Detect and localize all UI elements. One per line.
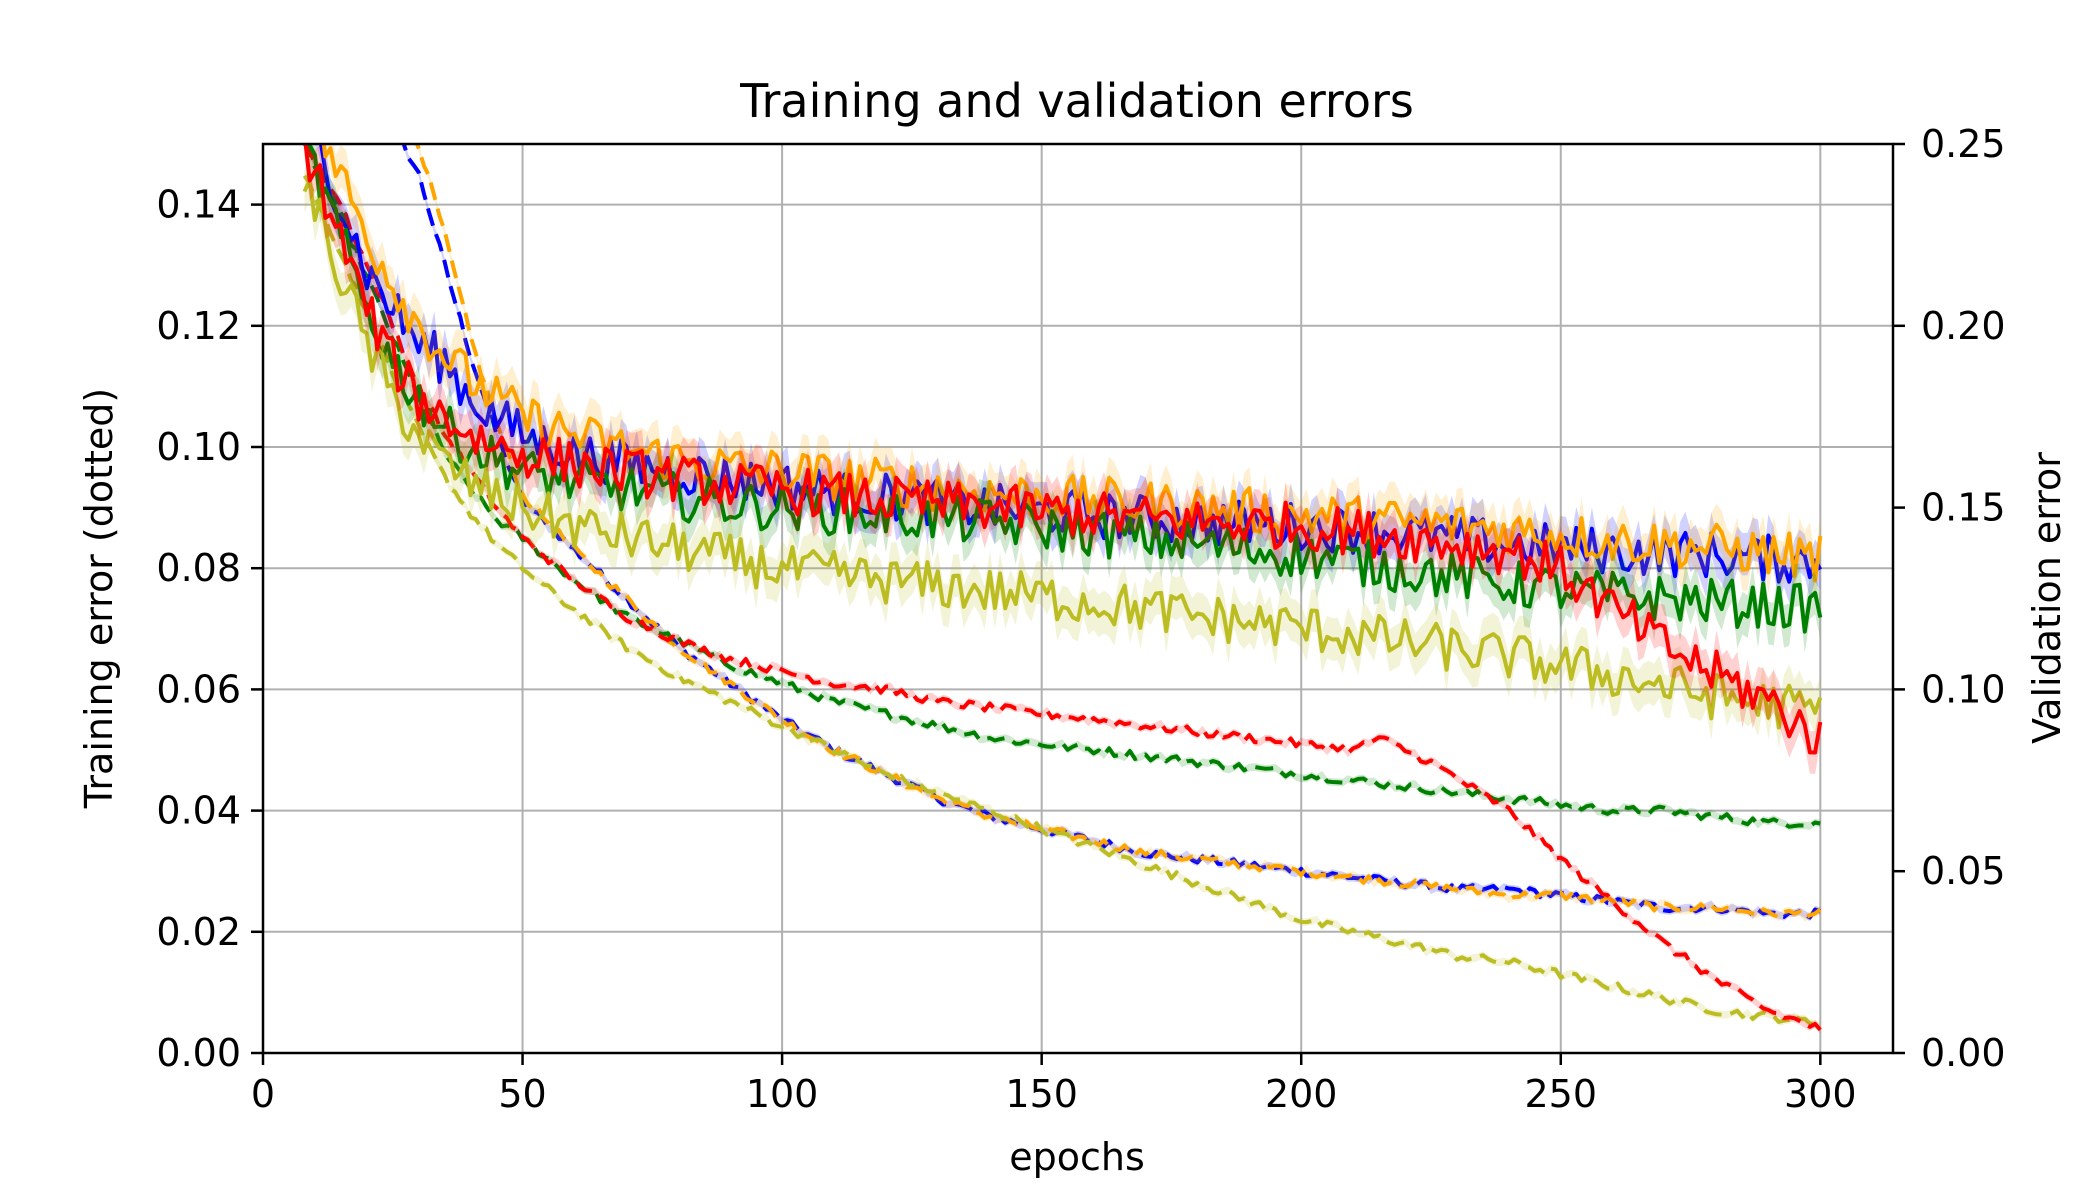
x-tick-label: 100 (746, 1072, 819, 1116)
series-layer (302, 144, 1823, 1034)
validation-band-0 (315, 144, 1821, 603)
y-tick-label: 0.10 (156, 425, 241, 469)
plot-frame (261, 142, 1895, 1055)
training-series-line-2 (303, 144, 1821, 829)
left-y-axis: 0.00 0.02 0.04 0.06 0.08 0.10 0.12 0.14 (156, 183, 263, 1075)
x-tick-label: 150 (1005, 1072, 1078, 1116)
x-tick-label: 250 (1525, 1072, 1598, 1116)
training-series-line-4 (302, 144, 1822, 1032)
chart-title: Training and validation errors (739, 74, 1414, 128)
right-y-tick-label: 0.05 (1921, 849, 2006, 893)
right-y-tick-label: 0.00 (1921, 1031, 2006, 1075)
x-axis-title: epochs (1009, 1135, 1145, 1179)
y-tick-label: 0.02 (156, 910, 241, 954)
right-y-tick-label: 0.20 (1921, 304, 2006, 348)
right-y-tick-label: 0.10 (1921, 667, 2006, 711)
right-y-axis-title: Validation error (2025, 452, 2069, 744)
right-y-tick-label: 0.25 (1921, 122, 2006, 166)
validation-series-line-3 (302, 177, 1823, 730)
y-tick-label: 0.04 (156, 789, 241, 833)
y-tick-label: 0.00 (156, 1031, 241, 1075)
y-tick-label: 0.14 (156, 183, 241, 227)
y-tick-label: 0.06 (156, 667, 241, 711)
validation-series-line-4 (303, 144, 1823, 755)
x-axis: 0 50 100 150 200 250 300 (251, 1053, 1857, 1116)
x-tick-label: 50 (498, 1072, 546, 1116)
right-y-tick-label: 0.15 (1921, 486, 2006, 530)
validation-band-1 (321, 144, 1821, 602)
right-y-axis: 0.00 0.05 0.10 0.15 0.20 0.25 (1893, 122, 2006, 1075)
validation-band-4 (304, 144, 1821, 774)
left-y-axis-title: Training error (dotted) (77, 388, 121, 809)
validation-band-3 (304, 158, 1821, 749)
training-series-line-3 (302, 174, 1822, 1029)
x-tick-label: 300 (1784, 1072, 1857, 1116)
validation-band-2 (304, 144, 1821, 653)
y-tick-label: 0.12 (156, 304, 241, 348)
validation-series-line-2 (307, 144, 1823, 634)
x-tick-label: 0 (251, 1072, 275, 1116)
y-tick-label: 0.08 (156, 546, 241, 590)
x-tick-label: 200 (1265, 1072, 1338, 1116)
